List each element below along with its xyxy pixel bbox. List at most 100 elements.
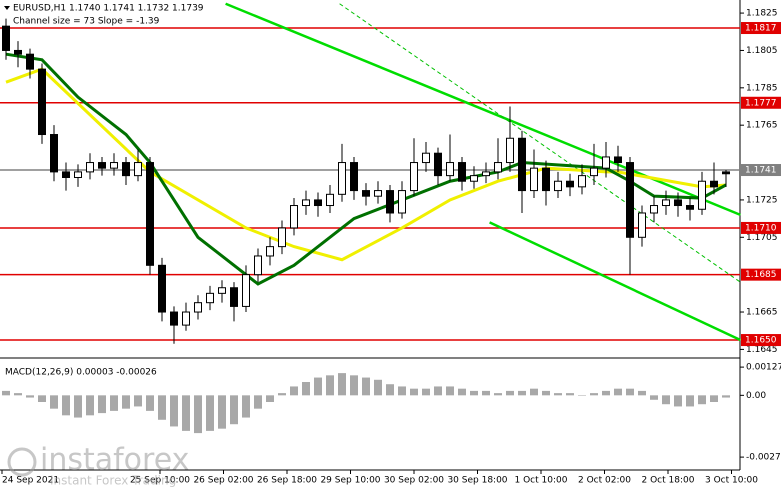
macd-bar (110, 395, 118, 411)
macd-bar (338, 373, 346, 396)
macd-bar (134, 395, 142, 407)
macd-bar (398, 386, 406, 396)
candle-body (542, 167, 550, 192)
macd-bar (98, 395, 106, 414)
candle-body (446, 162, 454, 177)
y-tick-label: 1.1825 (746, 9, 778, 19)
candle-body (338, 162, 346, 195)
candle-body (110, 162, 118, 169)
candle-body (350, 162, 358, 192)
macd-bar (74, 395, 82, 418)
macd-bar (206, 395, 214, 431)
macd-bar (374, 379, 382, 396)
candle-body (14, 49, 22, 55)
level-label-box (741, 96, 781, 109)
macd-bar (86, 395, 94, 416)
macd-bar (230, 395, 238, 425)
macd-bar (458, 388, 466, 396)
macd-bar (362, 377, 370, 396)
level-label-box (741, 164, 781, 177)
y-tick-label: 1.1705 (746, 233, 778, 243)
candle-body (722, 171, 730, 175)
macd-bar (470, 390, 478, 396)
candle-body (506, 137, 514, 164)
macd-bar (446, 386, 454, 396)
channel-line (489, 221, 741, 342)
watermark-text: instaforex (40, 443, 189, 478)
moving-average (5, 67, 727, 262)
macd-bar (602, 390, 610, 396)
candle-body (662, 199, 670, 207)
level-label: 1.1685 (745, 270, 777, 280)
candle-body (278, 227, 286, 248)
candle-body (674, 199, 682, 207)
candle-body (638, 212, 646, 238)
macd-bar (662, 395, 670, 405)
candle-body (2, 25, 10, 51)
macd-bar (434, 386, 442, 396)
macd-bar (566, 393, 574, 396)
candle-body (122, 162, 130, 177)
x-tick-label: 2 Oct 18:00 (642, 476, 695, 486)
macd-bar (158, 395, 166, 420)
candle-body (686, 205, 694, 210)
level-label-box (741, 221, 781, 234)
x-tick-label: 2 Oct 02:00 (578, 476, 631, 486)
macd-bar (686, 395, 694, 407)
candle-body (626, 162, 634, 238)
candle-body (158, 264, 166, 313)
watermark: instaforex Instant Forex Trading (7, 443, 189, 488)
macd-bar (722, 395, 730, 398)
level-label: 1.1817 (745, 24, 777, 34)
x-tick-label: 3 Oct 10:00 (705, 476, 758, 486)
x-tick-label: 26 Sep 18:00 (257, 476, 317, 486)
candle-body (458, 162, 466, 182)
candle-body (602, 156, 610, 169)
candle-body (206, 292, 214, 304)
macd-bar (410, 388, 418, 396)
level-label-box (741, 268, 781, 281)
macd-bar (494, 393, 502, 396)
macd-bar (422, 388, 430, 396)
candle-body (578, 175, 586, 188)
candle-body (170, 311, 178, 326)
macd-bar (710, 395, 718, 402)
macd-bar (542, 390, 550, 396)
candle-body (386, 190, 394, 214)
macd-bar (218, 395, 226, 429)
candle-body (230, 287, 238, 307)
candle-body (134, 162, 142, 177)
candle-body (566, 180, 574, 188)
macd-bar (290, 386, 298, 396)
chart-subheader: Channel size = 73 Slope = -1.39 (13, 17, 160, 27)
level-label-box (741, 334, 781, 347)
macd-bar (26, 395, 34, 398)
macd-bar (170, 395, 178, 427)
candle-body (362, 190, 370, 197)
macd-bar (386, 384, 394, 396)
macd-bar (650, 395, 658, 400)
macd-bar (614, 388, 622, 396)
candle-body (482, 171, 490, 177)
level-label: 1.1650 (745, 336, 777, 346)
macd-bar (590, 393, 598, 396)
macd-bar (578, 395, 586, 396)
macd-bar (674, 395, 682, 407)
macd-bar (266, 395, 274, 402)
y-tick-label: 1.1765 (746, 121, 778, 131)
candle-body (266, 246, 274, 257)
macd-tick-label: 0.00 (746, 391, 766, 401)
candle-body (614, 156, 622, 164)
macd-bar (530, 388, 538, 396)
candle-body (182, 311, 190, 326)
macd-bar (698, 395, 706, 405)
candle-body (494, 162, 502, 173)
candle-body (422, 152, 430, 164)
macd-bar (278, 393, 286, 396)
x-tick-label: 24 Sep 2021 (2, 476, 59, 486)
macd-bar (122, 395, 130, 409)
x-tick-label: 25 Sep 10:00 (130, 476, 190, 486)
